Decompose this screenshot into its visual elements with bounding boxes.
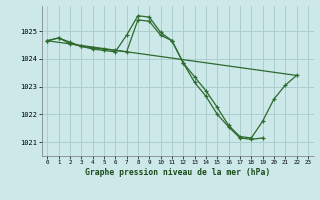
X-axis label: Graphe pression niveau de la mer (hPa): Graphe pression niveau de la mer (hPa) bbox=[85, 168, 270, 177]
